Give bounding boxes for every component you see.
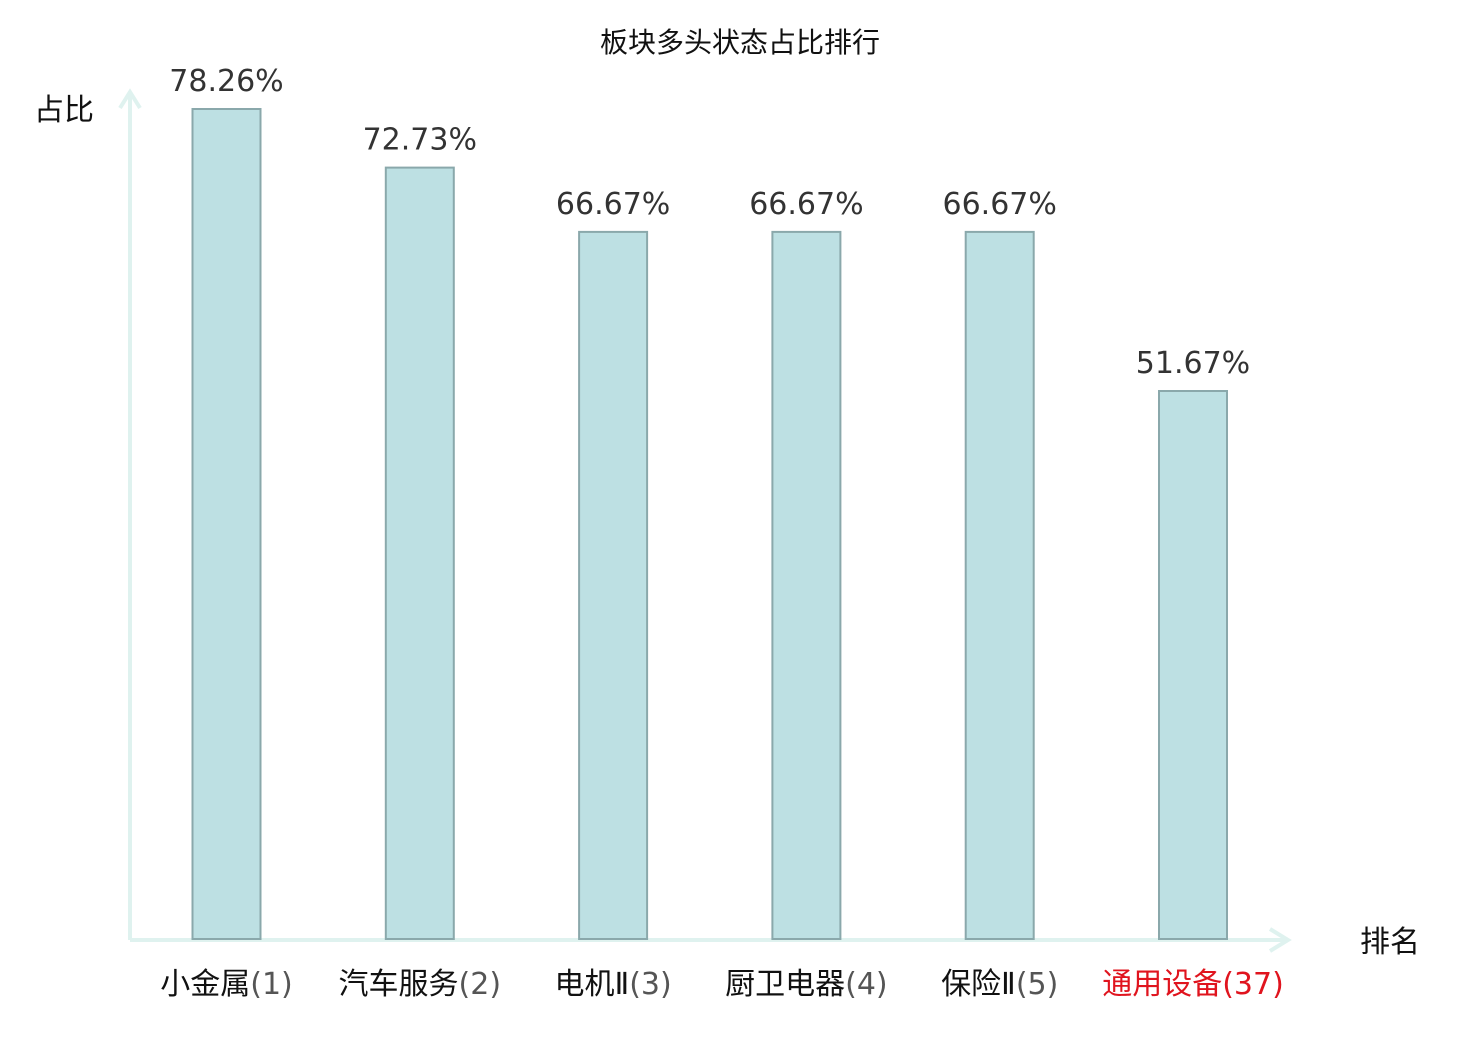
bar-value-label: 78.26% [169,64,283,99]
x-tick-rank: (2) [459,967,502,1002]
bar [771,230,842,940]
x-tick-name: 保险Ⅱ [941,967,1016,1002]
x-tick-name: 小金属 [160,967,250,1002]
bar [578,230,649,940]
bar [1158,390,1228,940]
x-tick-label: 通用设备(37) [1102,967,1284,1002]
x-tick-name: 汽车服务 [339,967,459,1002]
bar-value-label: 66.67% [556,187,670,222]
bar [384,166,455,941]
category-labels-group: 小金属(1) 汽车服务(2) 电机Ⅱ(3) 厨卫电器(4) 保险Ⅱ(5) 通用设备(37) [160,967,1284,1002]
y-axis-label: 占比 [34,93,94,128]
x-tick-rank: (37) [1222,967,1284,1002]
x-tick-name: 厨卫电器 [725,967,845,1002]
x-tick-label: 汽车服务(2) [339,967,502,1002]
x-tick-label: 厨卫电器(4) [725,967,888,1002]
x-tick-rank: (3) [629,967,672,1002]
bar [964,230,1035,940]
y-axis-arrow [118,88,142,110]
x-tick-rank: (4) [845,967,888,1002]
x-tick-label: 保险Ⅱ(5) [941,967,1058,1002]
bar [191,108,262,940]
x-tick-rank: (5) [1016,967,1058,1002]
x-axis-label: 排名 [1360,925,1420,960]
chart-title: 板块多头状态占比排行 [600,26,880,59]
x-tick-rank: (1) [250,967,293,1002]
bar-value-label: 72.73% [363,123,477,158]
bar-value-label: 66.67% [749,187,863,222]
x-tick-label: 小金属(1) [160,967,293,1002]
x-tick-name: 通用设备 [1102,967,1222,1002]
value-labels-group: 78.26% 72.73% 66.67% 66.67% 66.67% 51.67% [169,64,1250,381]
bar-value-label: 66.67% [943,187,1057,222]
x-tick-label: 电机Ⅱ(3) [554,967,671,1002]
bar-value-label: 51.67% [1136,346,1250,381]
bars-group [191,108,1228,941]
x-tick-name: 电机Ⅱ [554,967,629,1002]
x-axis-arrow [1268,927,1292,953]
